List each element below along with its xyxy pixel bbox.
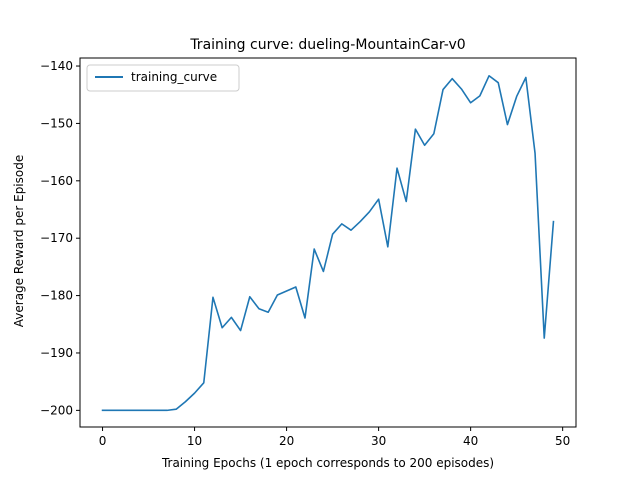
x-tick-label: 40 — [463, 434, 478, 448]
y-axis-label: Average Reward per Episode — [12, 155, 26, 327]
y-tick-label: −170 — [40, 231, 73, 245]
y-tick-label: −150 — [40, 116, 73, 130]
x-tick-label: 50 — [555, 434, 570, 448]
series-layer — [101, 74, 555, 412]
y-tick-label: −180 — [40, 289, 73, 303]
y-tick-label: −140 — [40, 59, 73, 73]
y-tick-label: −160 — [40, 174, 73, 188]
chart-title: Training curve: dueling-MountainCar-v0 — [189, 37, 465, 53]
x-axis-label: Training Epochs (1 epoch corresponds to … — [161, 456, 494, 470]
legend: training_curve — [86, 64, 240, 92]
x-tick-label: 0 — [99, 434, 107, 448]
x-tick-label: 10 — [187, 434, 202, 448]
y-tick-label: −200 — [40, 403, 73, 417]
legend-box — [86, 64, 240, 92]
axis-ticks: 0 10 20 30 40 50 −200 −190 −180 −170 −160 −150 −140 — [40, 59, 570, 448]
series-line-training-curve — [101, 74, 555, 412]
plot-frame — [79, 57, 577, 428]
legend-label: training_curve — [131, 70, 217, 84]
y-tick-label: −190 — [40, 346, 73, 360]
x-tick-label: 30 — [371, 434, 386, 448]
x-tick-label: 20 — [279, 434, 294, 448]
